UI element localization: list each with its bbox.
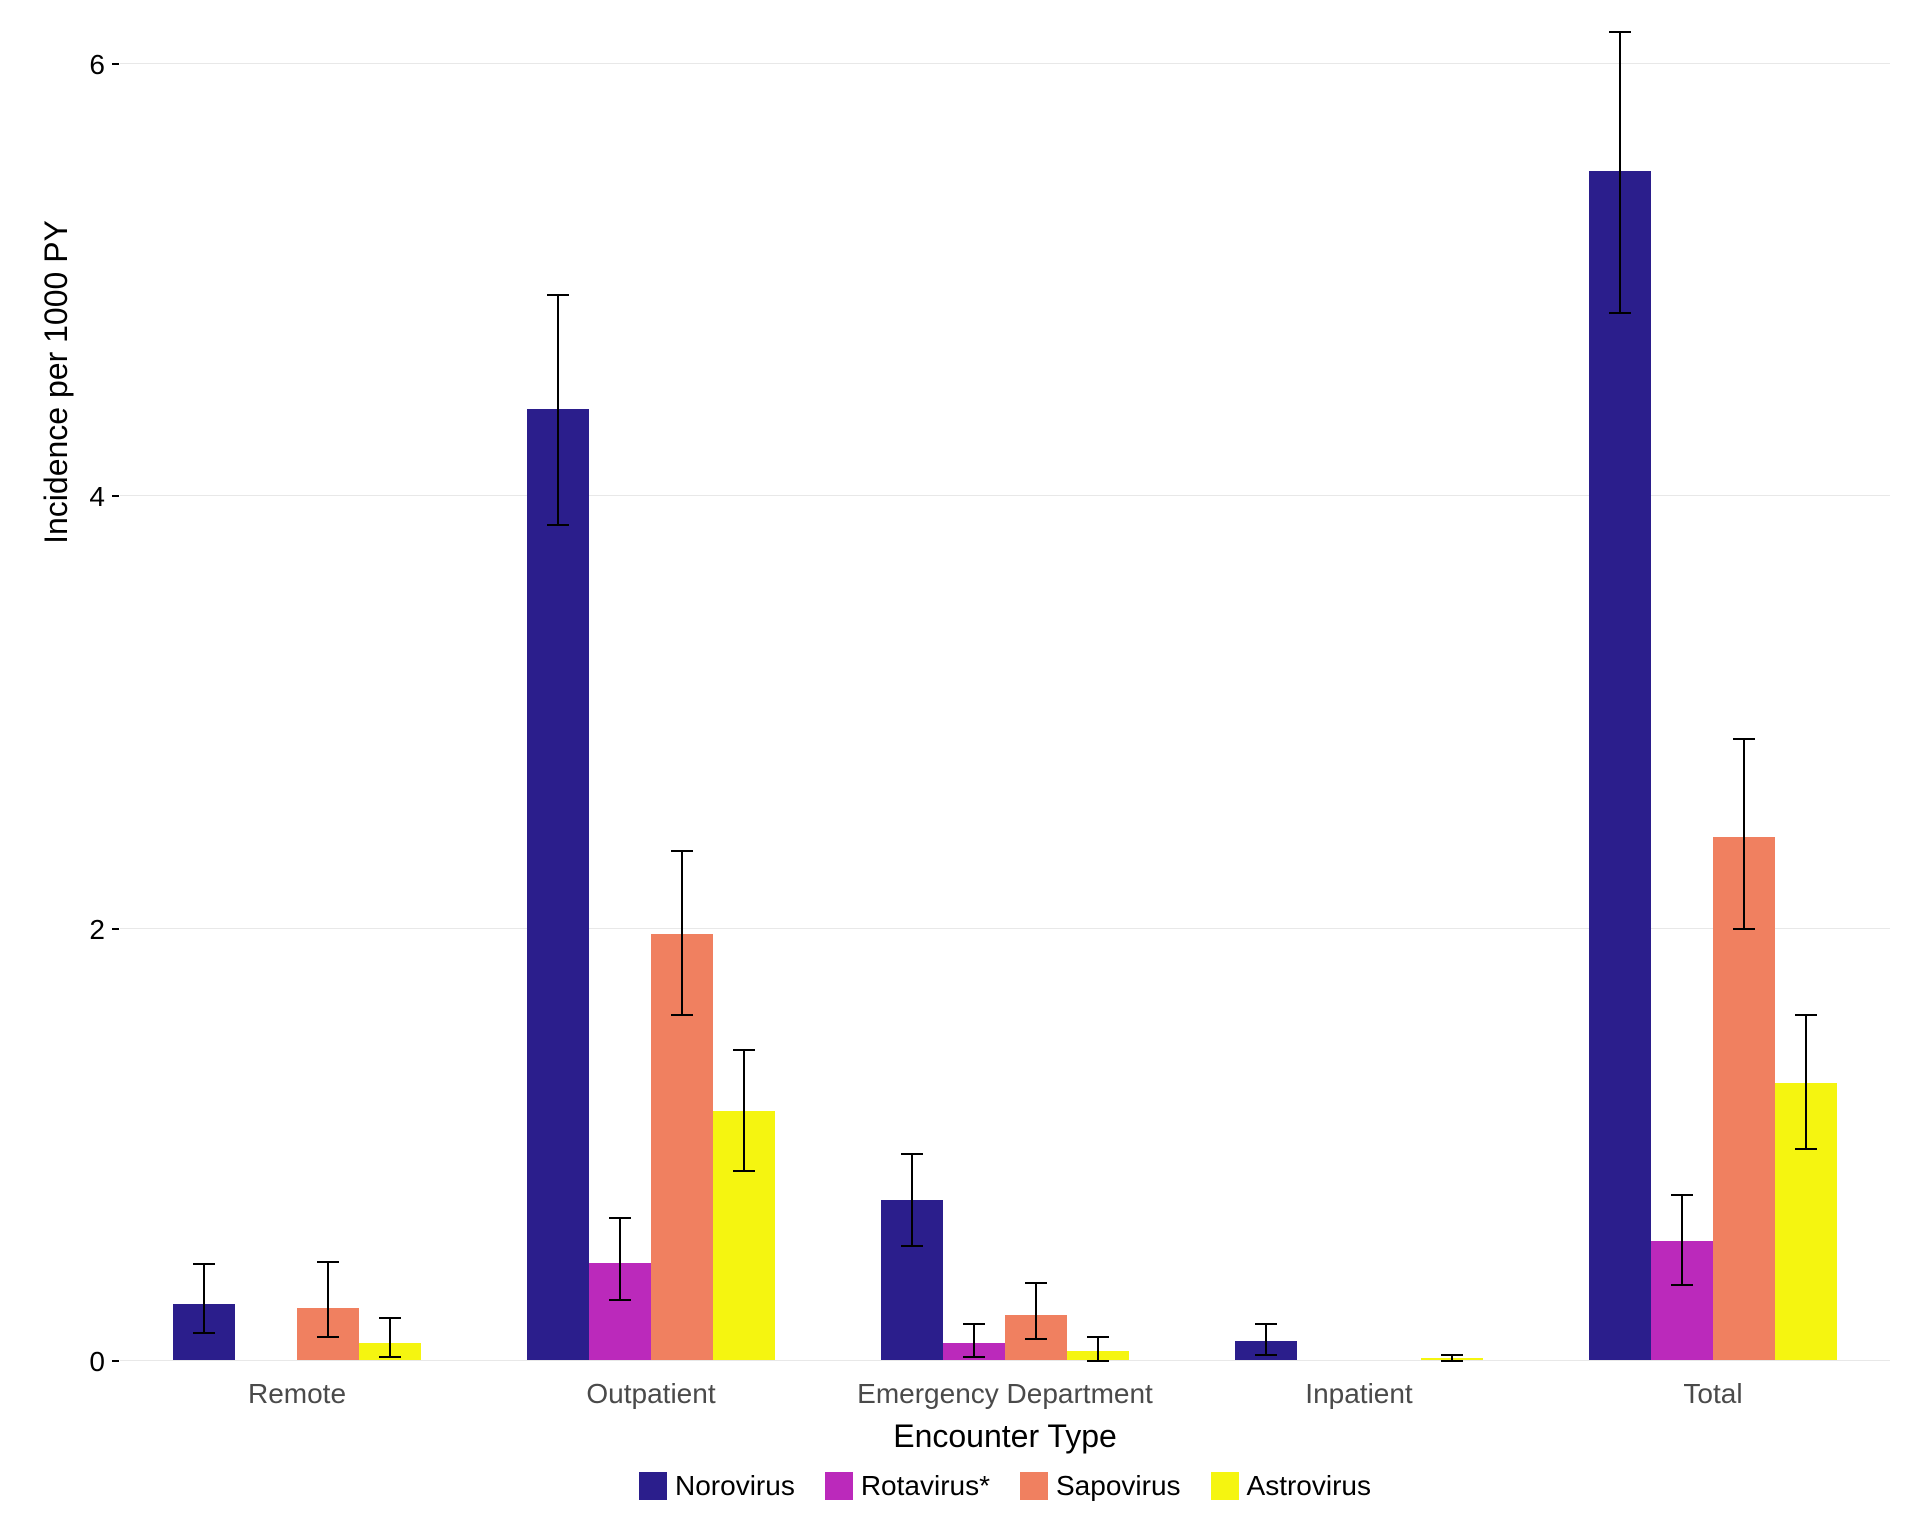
- error-cap: [1733, 928, 1755, 930]
- y-tick-label: 6: [65, 49, 105, 81]
- error-cap: [901, 1153, 923, 1155]
- chart-container: Incidence per 1000 PY Encounter Type Nor…: [0, 0, 1920, 1520]
- y-tick-label: 4: [65, 481, 105, 513]
- error-cap: [671, 850, 693, 852]
- error-cap: [1087, 1360, 1109, 1362]
- x-tick-label: Remote: [248, 1378, 346, 1410]
- error-cap: [379, 1356, 401, 1358]
- legend-swatch: [1211, 1472, 1239, 1500]
- gridline: [120, 1360, 1890, 1361]
- y-tick-mark: [112, 495, 119, 497]
- y-tick-mark: [112, 928, 119, 930]
- error-cap: [317, 1261, 339, 1263]
- y-tick-mark: [112, 63, 119, 65]
- legend-swatch: [1020, 1472, 1048, 1500]
- error-bar: [203, 1263, 205, 1332]
- error-cap: [317, 1336, 339, 1338]
- x-tick-label: Emergency Department: [857, 1378, 1153, 1410]
- y-axis-label: Incidence per 1000 PY: [38, 0, 75, 1052]
- legend-swatch: [825, 1472, 853, 1500]
- error-cap: [671, 1014, 693, 1016]
- error-cap: [609, 1217, 631, 1219]
- error-cap: [1671, 1284, 1693, 1286]
- error-cap: [1671, 1194, 1693, 1196]
- error-cap: [193, 1263, 215, 1265]
- plot-area: [120, 20, 1890, 1360]
- error-cap: [1733, 738, 1755, 740]
- error-bar: [911, 1153, 913, 1246]
- error-cap: [1025, 1338, 1047, 1340]
- x-tick-label: Inpatient: [1305, 1378, 1412, 1410]
- error-bar: [1097, 1336, 1099, 1360]
- error-cap: [1441, 1354, 1463, 1356]
- error-cap: [1255, 1323, 1277, 1325]
- error-cap: [963, 1356, 985, 1358]
- error-cap: [733, 1170, 755, 1172]
- error-bar: [681, 850, 683, 1014]
- error-bar: [1035, 1282, 1037, 1338]
- error-bar: [1265, 1323, 1267, 1353]
- legend-item: Astrovirus: [1211, 1470, 1371, 1502]
- legend-item: Norovirus: [639, 1470, 795, 1502]
- error-bar: [619, 1217, 621, 1299]
- error-cap: [609, 1299, 631, 1301]
- error-bar: [1743, 738, 1745, 928]
- error-cap: [193, 1332, 215, 1334]
- y-tick-label: 0: [65, 1346, 105, 1378]
- error-cap: [963, 1323, 985, 1325]
- error-cap: [547, 294, 569, 296]
- legend-label: Sapovirus: [1056, 1470, 1181, 1502]
- y-tick-mark: [112, 1360, 119, 1362]
- legend-item: Rotavirus*: [825, 1470, 990, 1502]
- legend-label: Norovirus: [675, 1470, 795, 1502]
- y-tick-label: 2: [65, 914, 105, 946]
- error-bar: [1619, 31, 1621, 312]
- x-axis-label: Encounter Type: [120, 1418, 1890, 1455]
- legend-label: Rotavirus*: [861, 1470, 990, 1502]
- error-cap: [901, 1245, 923, 1247]
- error-cap: [1609, 312, 1631, 314]
- error-bar: [389, 1317, 391, 1356]
- legend-item: Sapovirus: [1020, 1470, 1181, 1502]
- error-bar: [327, 1261, 329, 1337]
- error-cap: [1087, 1336, 1109, 1338]
- bar: [1589, 171, 1651, 1360]
- error-cap: [1255, 1354, 1277, 1356]
- gridline: [120, 63, 1890, 64]
- error-cap: [1795, 1148, 1817, 1150]
- error-cap: [1025, 1282, 1047, 1284]
- error-cap: [733, 1049, 755, 1051]
- x-tick-label: Outpatient: [586, 1378, 715, 1410]
- error-cap: [547, 524, 569, 526]
- legend-swatch: [639, 1472, 667, 1500]
- x-tick-label: Total: [1683, 1378, 1742, 1410]
- error-bar: [743, 1049, 745, 1170]
- error-bar: [1805, 1014, 1807, 1148]
- error-bar: [973, 1323, 975, 1355]
- error-cap: [1609, 31, 1631, 33]
- error-bar: [557, 294, 559, 523]
- error-cap: [379, 1317, 401, 1319]
- bar: [527, 409, 589, 1360]
- legend: Norovirus Rotavirus* Sapovirus Astrovirus: [120, 1470, 1890, 1502]
- error-cap: [1441, 1360, 1463, 1362]
- legend-label: Astrovirus: [1247, 1470, 1371, 1502]
- error-cap: [1795, 1014, 1817, 1016]
- error-bar: [1681, 1194, 1683, 1285]
